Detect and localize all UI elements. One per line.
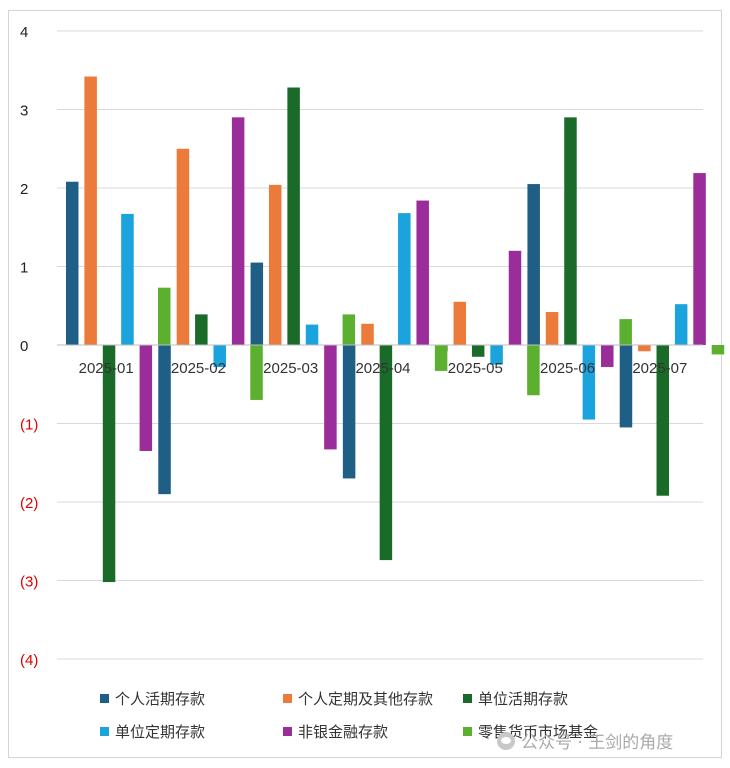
- bar-2025-07-s2: [656, 345, 670, 496]
- legend-label: 单位活期存款: [478, 690, 569, 708]
- bar-2025-06-s2: [564, 117, 577, 345]
- bar-2025-04-s0: [342, 345, 356, 479]
- legend-label: 个人活期存款: [115, 690, 206, 708]
- bar-2025-07-s5: [711, 345, 725, 355]
- y-tick-label: (2): [20, 495, 38, 512]
- bar-2025-03-s2: [287, 87, 300, 346]
- legend-item: 个人活期存款: [100, 688, 205, 709]
- x-tick-label: 2025-05: [448, 360, 503, 377]
- bar-2025-02-s5: [250, 345, 263, 400]
- legend-label: 个人定期及其他存款: [298, 690, 434, 708]
- bar-2025-01-s5: [158, 287, 171, 345]
- bar-2025-05-s4: [508, 250, 522, 345]
- watermark: 公众号 · 王剑的角度: [497, 728, 673, 753]
- y-tick-label: (4): [20, 652, 38, 669]
- y-tick-label: 1: [20, 260, 28, 277]
- legend-swatch: [463, 727, 472, 736]
- bar-2025-06-s5: [619, 319, 632, 345]
- bar-2025-03-s0: [250, 262, 264, 345]
- bar-2025-03-s3: [305, 324, 319, 345]
- watermark-text: 公众号 · 王剑的角度: [521, 733, 674, 753]
- bar-2025-01-s4: [139, 345, 153, 451]
- y-tick-label: (1): [20, 417, 38, 434]
- legend-label: 非银金融存款: [298, 723, 389, 741]
- x-tick-label: 2025-06: [540, 360, 595, 377]
- legend-item: 个人定期及其他存款: [283, 688, 433, 709]
- bar-2025-03-s4: [324, 345, 337, 450]
- y-tick-label: 3: [20, 103, 28, 120]
- legend-swatch: [100, 694, 109, 703]
- x-tick-label: 2025-01: [79, 360, 134, 377]
- bar-2025-04-s4: [416, 200, 429, 345]
- y-tick-label: 2: [20, 181, 28, 198]
- bars: [66, 76, 725, 583]
- bar-2025-02-s2: [195, 314, 208, 345]
- bar-2025-07-s1: [638, 345, 651, 352]
- bar-2025-05-s2: [471, 345, 485, 357]
- bar-2025-04-s5: [434, 345, 448, 371]
- bar-2025-01-s2: [102, 345, 116, 583]
- y-tick-label: 4: [20, 24, 28, 41]
- chart-frame: [8, 10, 722, 758]
- bar-2025-05-s3: [490, 345, 503, 365]
- x-tick-label: 2025-03: [263, 360, 318, 377]
- legend-swatch: [100, 727, 109, 736]
- bar-2025-06-s0: [527, 184, 540, 345]
- y-tick-label: (3): [20, 574, 38, 591]
- x-tick-label: 2025-07: [632, 360, 687, 377]
- bar-2025-02-s4: [231, 117, 245, 345]
- bar-2025-03-s1: [268, 184, 282, 345]
- x-tick-label: 2025-04: [355, 360, 410, 377]
- bar-2025-05-s5: [527, 345, 540, 396]
- legend-swatch: [283, 694, 292, 703]
- bar-2025-06-s4: [601, 345, 614, 367]
- x-tick-label: 2025-02: [171, 360, 226, 377]
- bar-2025-04-s2: [379, 345, 393, 561]
- x-axis-ticks: 2025-01 2025-02 2025-03 2025-04 2025-05 2025-…: [79, 360, 688, 377]
- bar-2025-01-s3: [121, 213, 134, 345]
- bar-2025-07-s0: [619, 345, 633, 428]
- bar-2025-02-s0: [158, 345, 171, 495]
- legend-item: 非银金融存款: [283, 721, 388, 742]
- legend-item: 单位定期存款: [100, 721, 205, 742]
- bar-2025-01-s1: [84, 76, 97, 345]
- y-tick-label: 0: [20, 338, 28, 355]
- bar-2025-07-s4: [693, 173, 706, 345]
- legend-swatch: [463, 694, 472, 703]
- legend-item: 单位活期存款: [463, 688, 568, 709]
- legend-swatch: [283, 727, 292, 736]
- bar-2025-03-s5: [342, 314, 356, 345]
- bar-2025-02-s3: [213, 345, 226, 367]
- bar-2025-06-s1: [545, 312, 559, 345]
- bar-2025-01-s0: [66, 181, 79, 345]
- bar-2025-04-s1: [361, 323, 374, 345]
- bar-2025-02-s1: [176, 148, 190, 345]
- wechat-icon: [497, 731, 515, 750]
- bar-2025-07-s3: [674, 304, 688, 345]
- legend-label: 单位定期存款: [115, 723, 206, 741]
- bar-2025-06-s3: [582, 345, 596, 420]
- bar-2025-05-s1: [453, 301, 467, 345]
- y-axis-ticks: 4 3 2 1 0 (1) (2) (3) (4): [20, 24, 38, 669]
- bar-2025-04-s3: [398, 213, 411, 345]
